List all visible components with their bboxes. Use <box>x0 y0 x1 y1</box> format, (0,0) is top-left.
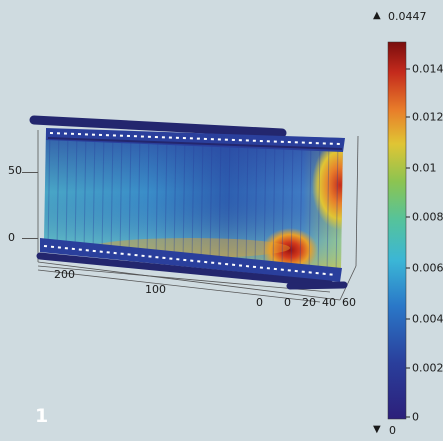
colorbar-min-label: 0 <box>389 424 396 437</box>
panel-number: 1 <box>35 405 49 427</box>
bottom-rail <box>36 238 348 290</box>
z-tick-0: 0 <box>8 231 15 244</box>
colorbar-tick-label: 0 <box>412 410 419 424</box>
colorbar-tick-label: 0.012 <box>412 110 443 124</box>
top-rail <box>29 115 345 152</box>
colorbar-tick-label: 0.014 <box>412 62 443 76</box>
x-tick-0: 0 <box>284 296 291 309</box>
y-tick-200: 200 <box>54 268 75 281</box>
colorbar-tick-label: 0.01 <box>412 161 437 175</box>
axis-box <box>37 130 359 303</box>
colorbar-tick-label: 0.008 <box>412 210 443 224</box>
colorbar-tick-label: 0.006 <box>412 261 443 275</box>
colorbar-min-arrow: ▼ <box>373 424 381 435</box>
colorbar-tick-marks <box>406 68 410 418</box>
z-tick-50: 50 <box>8 164 22 177</box>
colorbar-max-arrow: ▲ <box>373 10 381 21</box>
x-tick-20: 20 <box>302 296 316 309</box>
colorbar-tick-label: 0.002 <box>412 361 443 375</box>
y-tick-100: 100 <box>145 283 166 296</box>
x-tick-60: 60 <box>342 296 356 309</box>
x-tick-40: 40 <box>322 296 336 309</box>
z-tick-mark-0 <box>22 238 38 239</box>
colorbar-max-label: 0.0447 <box>388 10 427 23</box>
colorbar-tick-label: 0.004 <box>412 312 443 326</box>
colorbar <box>387 41 407 420</box>
z-tick-mark-50 <box>22 172 38 173</box>
y-tick-0: 0 <box>256 296 263 309</box>
